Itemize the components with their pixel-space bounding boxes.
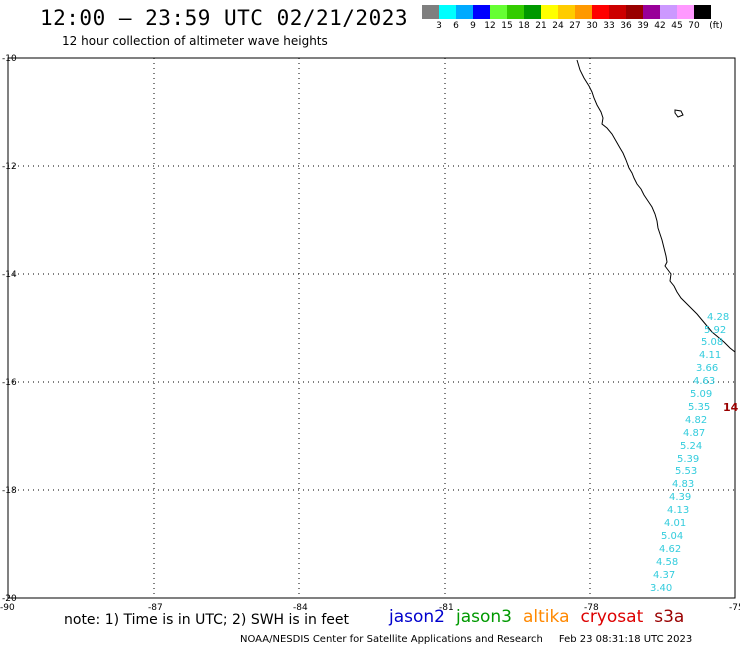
wave-height-observation: 4.01 xyxy=(664,518,686,529)
colorbar-label: 3 xyxy=(436,21,442,31)
wave-height-observation: 5.08 xyxy=(701,337,723,348)
colorbar-label: 42 xyxy=(654,21,666,31)
wave-height-observation: 5.53 xyxy=(675,466,697,477)
longitude-tick-label: -81 xyxy=(439,603,454,613)
graticule xyxy=(8,58,735,598)
wave-height-observation: 4.62 xyxy=(659,544,681,555)
colorbar-label: 9 xyxy=(470,21,476,31)
wave-height-observation: 4.58 xyxy=(656,557,678,568)
colorbar-swatch xyxy=(660,5,677,19)
colorbar-swatch xyxy=(694,5,711,19)
wave-height-observation: 5.24 xyxy=(680,441,702,452)
extreme-wave-height-label: 14 xyxy=(723,401,739,414)
latitude-tick-label: -10 xyxy=(2,54,17,64)
latitude-labels: -10 -12 -14 -16 -18 -20 xyxy=(2,54,17,604)
credit-text: NOAA/NESDIS Center for Satellite Applica… xyxy=(240,634,543,645)
colorbar-swatch xyxy=(575,5,592,19)
wave-height-observation: 4.11 xyxy=(699,350,721,361)
longitude-tick-label: -87 xyxy=(148,603,163,613)
wave-height-observation: 5.35 xyxy=(688,402,710,413)
colorbar-swatch xyxy=(558,5,575,19)
latitude-tick-label: -16 xyxy=(2,378,17,388)
credit-line: NOAA/NESDIS Center for Satellite Applica… xyxy=(240,634,692,645)
map-subtitle: 12 hour collection of altimeter wave hei… xyxy=(62,34,328,48)
map-title: 12:00 – 23:59 UTC 02/21/2023 xyxy=(40,6,409,30)
wave-height-observation: 4.28 xyxy=(707,312,729,323)
wave-height-observation: 3.66 xyxy=(696,363,718,374)
colorbar-swatch xyxy=(456,5,473,19)
plot-frame xyxy=(7,57,736,599)
colorbar-swatch xyxy=(524,5,541,19)
colorbar-label: 70 xyxy=(688,21,700,31)
colorbar-label: 30 xyxy=(586,21,598,31)
footer-note: note: 1) Time is in UTC; 2) SWH is in fe… xyxy=(64,612,350,628)
colorbar-swatch xyxy=(592,5,609,19)
colorbar-label: 39 xyxy=(637,21,649,31)
colorbar-label: 24 xyxy=(552,21,564,31)
wave-height-observation: 5.92 xyxy=(704,325,726,336)
wave-height-colorbar xyxy=(422,5,711,19)
colorbar-label: 12 xyxy=(484,21,496,31)
longitude-tick-label: -90 xyxy=(0,603,15,613)
longitude-tick-label: -75 xyxy=(729,603,740,613)
wave-height-observation: 4.37 xyxy=(653,570,675,581)
satellite-jason3-label: jason3 xyxy=(456,607,512,627)
wave-height-observation: 4.87 xyxy=(683,428,705,439)
wave-height-observation: 5.09 xyxy=(690,389,712,400)
satellite-s3a-label: s3a xyxy=(654,607,685,627)
latitude-tick-label: -20 xyxy=(2,594,17,604)
colorbar-label: 21 xyxy=(535,21,547,31)
colorbar-swatch xyxy=(473,5,490,19)
longitude-tick-label: -84 xyxy=(293,603,308,613)
wave-height-observation: 3.40 xyxy=(650,583,672,594)
colorbar-label: 45 xyxy=(671,21,683,31)
colorbar-swatch xyxy=(626,5,643,19)
colorbar-label: 15 xyxy=(501,21,513,31)
satellite-cryosat-label: cryosat xyxy=(580,607,644,627)
colorbar-swatch xyxy=(507,5,524,19)
colorbar-label: (ft) xyxy=(709,21,723,31)
altimeter-observations: 4.28 5.925.08 4.11 3.66 4.63 5.09 5.35 4.82 4.87… xyxy=(650,312,729,594)
colorbar-swatch xyxy=(677,5,694,19)
colorbar-swatch xyxy=(439,5,456,19)
colorbar-label: 6 xyxy=(453,21,459,31)
colorbar-swatch xyxy=(490,5,507,19)
longitude-labels: -90 -87 -84 -81 -78 -75 xyxy=(0,603,740,613)
colorbar-label: 33 xyxy=(603,21,615,31)
colorbar-label: 18 xyxy=(518,21,530,31)
wave-height-observation: 5.39 xyxy=(677,454,699,465)
wave-height-observation: 5.04 xyxy=(661,531,683,542)
wave-height-observation: 4.83 xyxy=(672,479,694,490)
latitude-tick-label: -12 xyxy=(2,162,17,172)
latitude-tick-label: -14 xyxy=(2,270,17,280)
wave-height-observation: 4.39 xyxy=(669,492,691,503)
coastline xyxy=(576,59,736,353)
generated-timestamp: Feb 23 08:31:18 UTC 2023 xyxy=(558,634,693,645)
colorbar-label: 36 xyxy=(620,21,632,31)
colorbar-label: 27 xyxy=(569,21,581,31)
island xyxy=(674,109,684,118)
colorbar-swatch xyxy=(541,5,558,19)
colorbar-swatch xyxy=(422,5,439,19)
colorbar-swatch xyxy=(643,5,660,19)
colorbar-swatch xyxy=(609,5,626,19)
colorbar-labels: 3 6 9 12 15 18 21 24 27 30 33 36 39 42 45 70 (ft) xyxy=(422,21,740,33)
wave-height-observation: 4.63 xyxy=(693,376,715,387)
longitude-tick-label: -78 xyxy=(584,603,599,613)
satellite-altika-label: altika xyxy=(523,607,570,627)
latitude-tick-label: -18 xyxy=(2,486,17,496)
wave-height-observation: 4.82 xyxy=(685,415,707,426)
satellite-legend: jason2 jason3 altika cryosat s3a xyxy=(389,607,695,627)
satellite-jason2-label: jason2 xyxy=(389,607,445,627)
wave-height-observation: 4.13 xyxy=(667,505,689,516)
